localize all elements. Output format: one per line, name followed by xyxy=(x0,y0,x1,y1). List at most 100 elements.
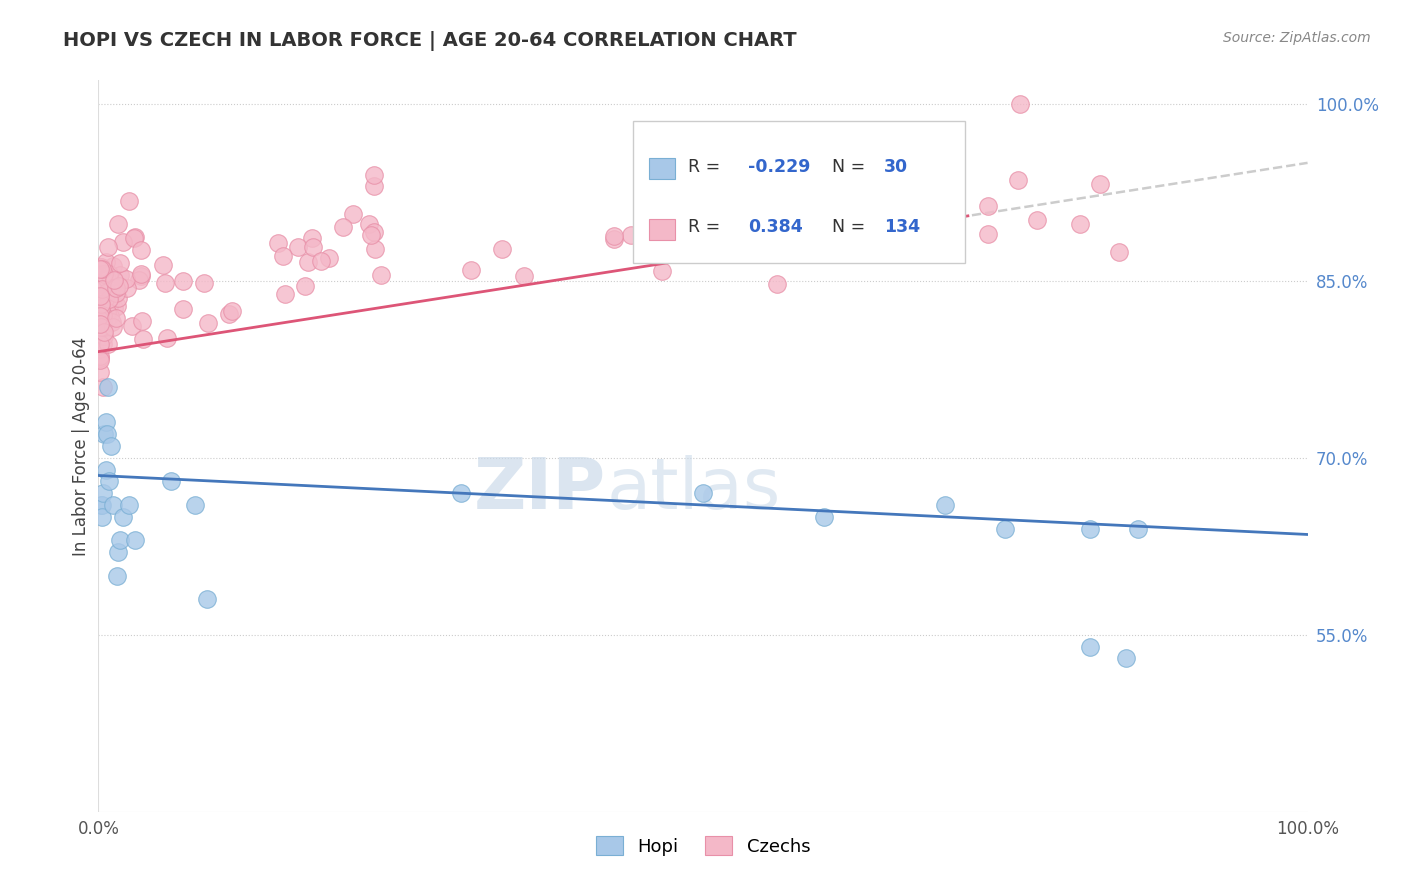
Point xyxy=(156,331,179,345)
Point xyxy=(91,380,114,394)
Point xyxy=(118,194,141,208)
Point xyxy=(89,307,111,321)
Point xyxy=(97,380,120,394)
Point xyxy=(669,208,692,222)
Point xyxy=(91,262,114,277)
Point xyxy=(89,342,111,356)
Point xyxy=(132,332,155,346)
Point xyxy=(89,353,111,368)
Point xyxy=(111,509,134,524)
Point xyxy=(91,308,114,322)
Point xyxy=(370,268,392,282)
Point xyxy=(934,498,956,512)
Point xyxy=(297,255,319,269)
Point xyxy=(221,303,243,318)
Point xyxy=(294,278,316,293)
Point xyxy=(197,316,219,330)
Point xyxy=(111,235,134,250)
Point xyxy=(107,291,129,305)
Point xyxy=(89,309,111,323)
Point xyxy=(93,267,115,281)
Point xyxy=(273,249,295,263)
Point xyxy=(650,264,672,278)
Point xyxy=(90,260,112,274)
Y-axis label: In Labor Force | Age 20-64: In Labor Force | Age 20-64 xyxy=(72,336,90,556)
Point xyxy=(124,230,146,244)
Point xyxy=(803,240,825,254)
Point xyxy=(1115,651,1137,665)
Point xyxy=(90,291,112,305)
Point xyxy=(193,276,215,290)
Point xyxy=(100,439,122,453)
Point xyxy=(89,336,111,351)
Text: Source: ZipAtlas.com: Source: ZipAtlas.com xyxy=(1223,31,1371,45)
Point xyxy=(89,349,111,363)
Text: 30: 30 xyxy=(884,158,908,176)
Point xyxy=(93,291,115,305)
Point xyxy=(94,297,117,311)
Point xyxy=(98,299,121,313)
Point xyxy=(91,498,114,512)
Point xyxy=(927,178,949,193)
Point xyxy=(94,255,117,269)
Point xyxy=(765,277,787,292)
Point xyxy=(301,231,323,245)
Point xyxy=(118,498,141,512)
Point xyxy=(89,339,111,353)
Point xyxy=(1078,522,1101,536)
Point xyxy=(94,416,117,430)
Legend: Hopi, Czechs: Hopi, Czechs xyxy=(586,828,820,865)
Point xyxy=(620,227,643,242)
Point xyxy=(97,240,120,254)
Point xyxy=(90,301,112,315)
Point xyxy=(103,319,125,334)
Point xyxy=(89,298,111,312)
Point xyxy=(274,287,297,301)
Text: 134: 134 xyxy=(884,218,921,235)
Text: HOPI VS CZECH IN LABOR FORCE | AGE 20-64 CORRELATION CHART: HOPI VS CZECH IN LABOR FORCE | AGE 20-64… xyxy=(63,31,797,51)
Point xyxy=(287,240,309,254)
Text: -0.229: -0.229 xyxy=(748,158,810,176)
Point xyxy=(108,278,131,293)
Point xyxy=(97,337,120,351)
Point xyxy=(364,242,387,256)
Point xyxy=(90,307,112,321)
Bar xyxy=(648,158,675,179)
Point xyxy=(98,267,121,281)
Text: N =: N = xyxy=(832,218,866,235)
Point xyxy=(89,317,111,331)
Point xyxy=(105,286,128,301)
Point xyxy=(302,240,325,254)
Point xyxy=(491,242,513,256)
Point xyxy=(363,168,385,182)
Text: N =: N = xyxy=(832,158,866,176)
Point xyxy=(93,427,115,442)
Point xyxy=(309,253,332,268)
Point xyxy=(357,217,380,231)
Point xyxy=(93,328,115,343)
Point xyxy=(128,273,150,287)
Point xyxy=(363,225,385,239)
Point xyxy=(94,462,117,476)
Point xyxy=(172,302,194,317)
Point xyxy=(89,304,111,318)
Point xyxy=(105,568,128,582)
Point xyxy=(1128,522,1150,536)
Point xyxy=(96,427,118,442)
Point xyxy=(267,236,290,251)
Point xyxy=(93,325,115,339)
Point xyxy=(152,258,174,272)
Point xyxy=(896,212,918,227)
Point xyxy=(96,272,118,286)
Point xyxy=(91,282,114,296)
Point xyxy=(98,296,121,310)
Point xyxy=(101,281,124,295)
Point xyxy=(121,318,143,333)
Point xyxy=(96,311,118,326)
Point xyxy=(89,261,111,276)
Point xyxy=(1088,177,1111,191)
Text: R =: R = xyxy=(689,218,721,235)
Point xyxy=(107,217,129,231)
Point xyxy=(129,269,152,284)
Point xyxy=(107,545,129,559)
